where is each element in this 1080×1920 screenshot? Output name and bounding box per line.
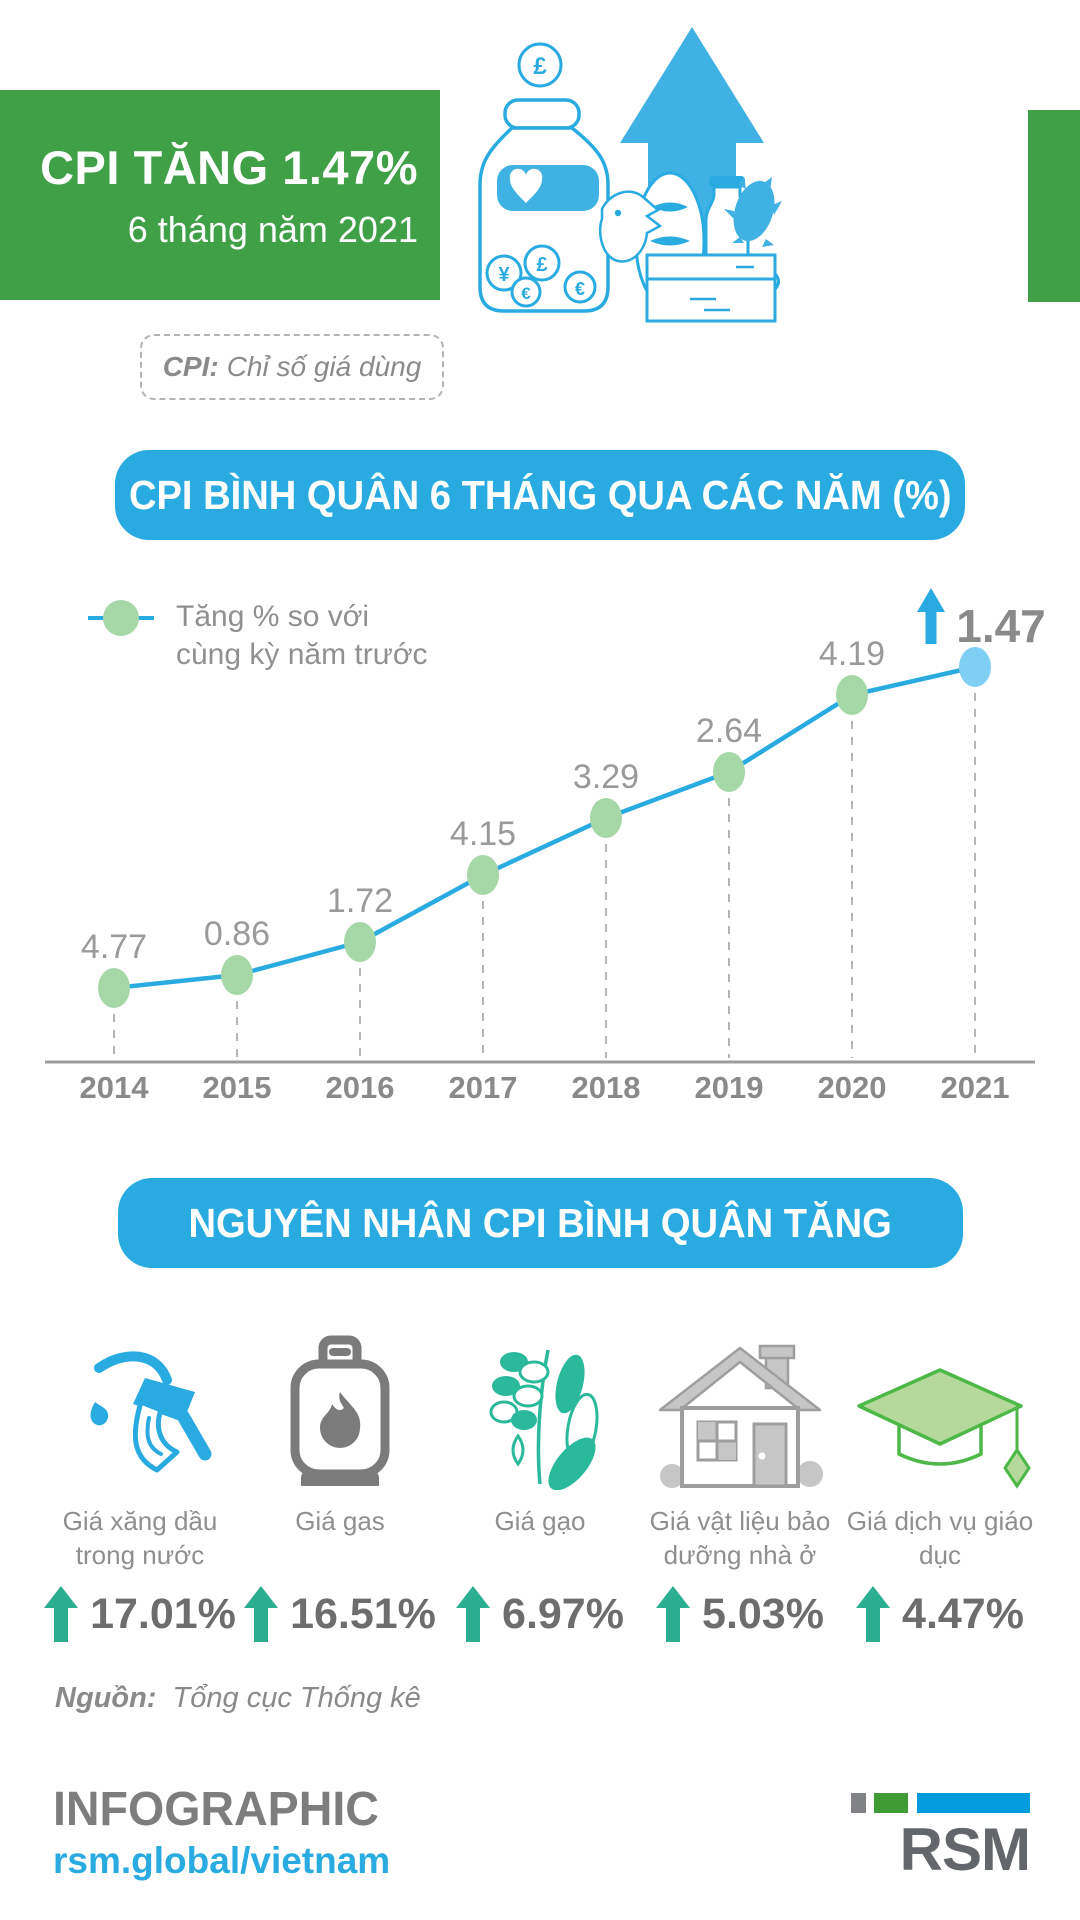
cause-label: Giá vật liệu bảo dưỡng nhà ở [649,1506,831,1570]
data-point-2018 [590,798,622,838]
rsm-logo: RSM [851,1793,1031,1883]
causes-row: Giá xăng dầu trong nước 17.01% Giá gas [40,1322,1040,1642]
cause-label: Giá dịch vụ giáo dục [846,1506,1034,1570]
fish-icon [598,190,663,263]
cause-value-row: 17.01% [44,1586,236,1642]
house-icon [654,1322,826,1490]
cause-value-row: 16.51% [244,1586,436,1642]
causes-banner: NGUYÊN NHÂN CPI BÌNH QUÂN TĂNG [118,1178,963,1268]
greens-sprig-icon [724,177,782,247]
piggy-jar-icon [478,42,610,313]
infographic-wordmark: INFOGRAPHIC [53,1783,379,1836]
cpi-line-chart-svg: 4.77 0.86 1.72 4.15 3.29 2.64 4.19 1.47 2014 2015… [45,588,1046,1105]
cause-card-rice: Giá gạo 6.97% [440,1322,640,1642]
value-label-2020: 4.19 [819,635,885,673]
up-arrow-icon [244,1586,279,1642]
cause-percent: 6.97% [502,1589,624,1638]
cpi-line-chart: 4.77 0.86 1.72 4.15 3.29 2.64 4.19 1.47 2014 2015… [0,580,1080,1110]
coin-icon: ¥ [498,264,510,286]
chart-banner-title: CPI BÌNH QUÂN 6 THÁNG QUA CÁC NĂM (%) [128,471,952,518]
cause-label: Giá gạo [494,1506,586,1536]
coin-symbols: £ ¥ £ € € [498,53,585,303]
header-block: CPI TĂNG 1.47% 6 tháng năm 2021 [0,90,440,300]
up-arrow-icon [917,588,945,644]
source-label: Nguồn: [55,1682,157,1714]
value-label-2021: 1.47 [956,600,1046,652]
cause-label: Giá xăng dầu trong nước [62,1506,218,1570]
chart-banner: CPI BÌNH QUÂN 6 THÁNG QUA CÁC NĂM (%) [115,450,965,540]
year-label-2017: 2017 [449,1070,518,1105]
cause-value-row: 5.03% [656,1586,824,1642]
data-point-2015 [221,955,253,995]
cause-percent: 17.01% [90,1589,236,1638]
value-label-2018: 3.29 [573,758,639,796]
legend-label: Tăng % so với cùng kỳ năm trước [176,600,428,671]
coin-icon: £ [533,53,547,80]
coin-icon: € [521,284,531,303]
cause-percent: 4.47% [902,1589,1024,1638]
cause-card-gas: Giá gas 16.51% [240,1322,440,1642]
causes-banner-title: NGUYÊN NHÂN CPI BÌNH QUÂN TĂNG [188,1199,893,1246]
chart-legend: Tăng % so với cùng kỳ năm trước [88,598,428,674]
data-point-2021 [959,647,991,687]
definition-label: CPI: [162,351,219,382]
cause-label: Giá gas [295,1506,385,1536]
value-label-2015: 0.86 [204,915,270,953]
fuel-pump-icon [65,1322,215,1490]
data-point-2014 [98,968,130,1008]
year-label-2018: 2018 [572,1070,641,1105]
cpi-definition-box: CPI: Chỉ số giá dùng [140,334,444,400]
cause-card-fuel: Giá xăng dầu trong nước 17.01% [40,1322,240,1642]
graduation-cap-icon [849,1322,1031,1490]
cause-percent: 16.51% [290,1589,436,1638]
value-label-2017: 4.15 [450,815,516,853]
coin-icon: € [575,279,585,299]
value-label-2016: 1.72 [327,882,393,920]
year-label-2014: 2014 [80,1070,150,1105]
up-arrow-icon [856,1586,891,1642]
cause-value-row: 6.97% [456,1586,624,1642]
data-point-2020 [836,675,868,715]
cause-value-row: 4.47% [856,1586,1024,1642]
up-arrow-icon [456,1586,491,1642]
hero-illustration: £ ¥ £ € € [478,27,782,323]
source-note: Nguồn: Tổng cục Thống kê [55,1682,421,1715]
coin-icon: £ [536,254,547,276]
green-corner-decoration [1028,110,1080,302]
cause-card-housing: Giá vật liệu bảo dưỡng nhà ở 5.03% [640,1322,840,1642]
rice-plant-icon [470,1322,610,1490]
cause-percent: 5.03% [702,1589,824,1638]
logo-bar-green [874,1793,908,1813]
legend-marker-icon [88,598,154,638]
year-label-2015: 2015 [203,1070,272,1105]
data-point-2016 [344,922,376,962]
year-label-2020: 2020 [818,1070,887,1105]
logo-bar-gray [851,1793,866,1813]
year-label-2016: 2016 [326,1070,395,1105]
rsm-logo-text: RSM [899,1816,1031,1883]
data-point-2019 [713,752,745,792]
source-text: Tổng cục Thống kê [172,1682,421,1714]
up-arrow-icon [44,1586,79,1642]
gas-cylinder-icon [285,1322,395,1490]
up-arrow-icon [656,1586,691,1642]
data-point-2017 [467,855,499,895]
page-title: CPI TĂNG 1.47% [40,140,418,194]
cause-card-education: Giá dịch vụ giáo dục 4.47% [840,1322,1040,1642]
year-label-2019: 2019 [695,1070,764,1105]
crate-icon [645,253,777,323]
year-label-2021: 2021 [941,1070,1010,1105]
logo-bar-blue [917,1793,1030,1813]
definition-text: Chỉ số giá dùng [226,351,422,382]
value-label-2014: 4.77 [81,928,147,966]
site-url-link[interactable]: rsm.global/vietnam [53,1840,391,1881]
value-label-2019: 2.64 [696,712,762,750]
cpi-series-line [111,664,978,991]
page-subtitle: 6 tháng năm 2021 [127,208,418,250]
